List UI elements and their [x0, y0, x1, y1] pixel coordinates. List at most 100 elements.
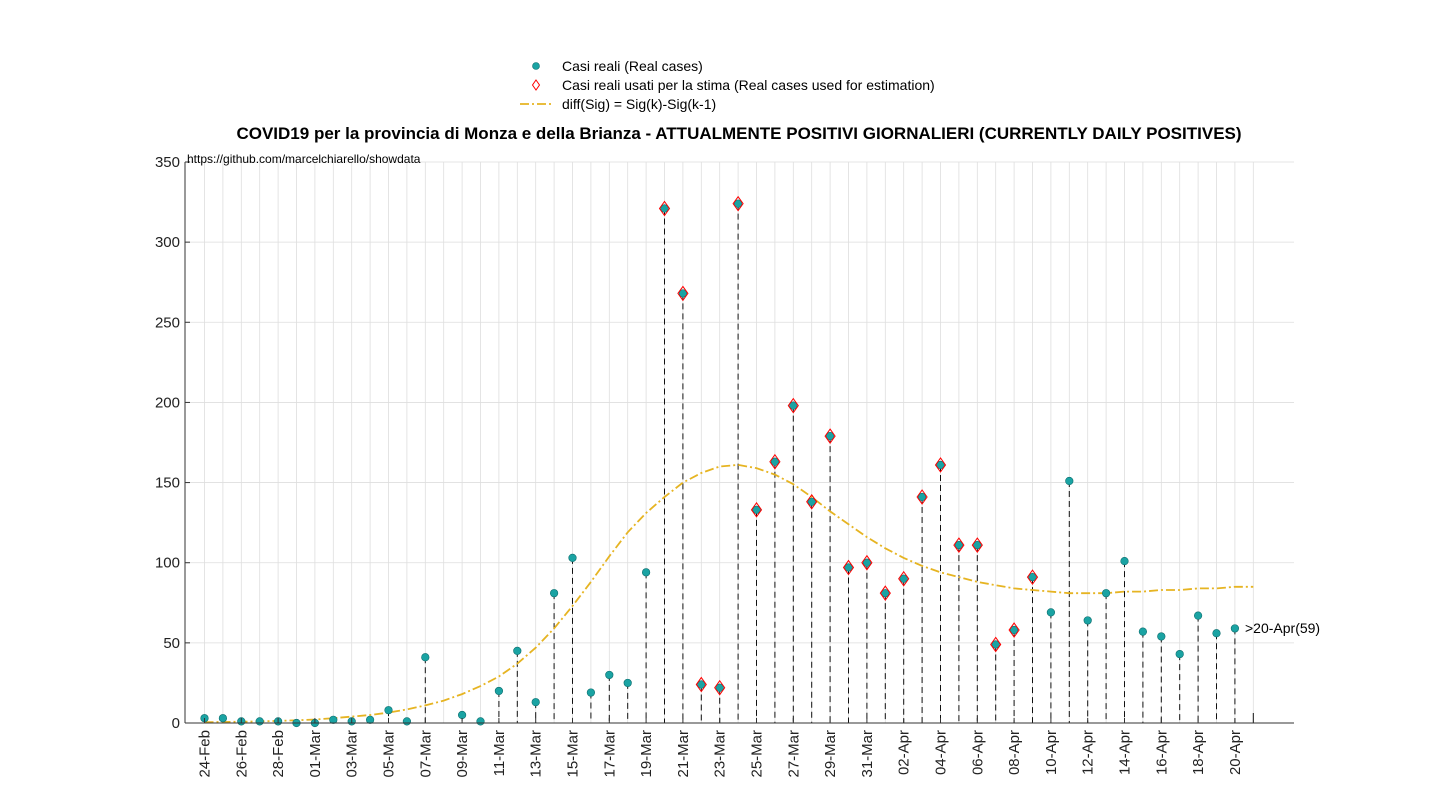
estimation-diamonds [658, 195, 1039, 696]
x-tick-label: 16-Apr [1153, 730, 1170, 775]
data-point [1101, 589, 1111, 598]
grid-lines [185, 161, 1294, 724]
data-point [1120, 557, 1129, 566]
data-point [1065, 476, 1074, 486]
x-tick-label: 24-Feb [197, 730, 214, 778]
y-tick-label: 300 [155, 234, 180, 251]
estimation-diamond [732, 195, 744, 212]
x-tick-label: 11-Mar [491, 730, 508, 776]
y-tick-label: 0 [172, 715, 180, 732]
x-tick-label: 03-Mar [344, 730, 361, 778]
data-point [678, 289, 688, 298]
x-tick-label: 12-Apr [1080, 730, 1097, 775]
estimation-diamond [1008, 622, 1020, 638]
data-point [881, 589, 890, 598]
estimation-diamond [861, 554, 873, 571]
estimation-diamond [677, 285, 689, 302]
data-point [954, 540, 964, 550]
chart-title: COVID19 per la provincia di Monza e dell… [236, 124, 1242, 143]
data-point [899, 574, 908, 583]
legend-entry-real-cases: Casi reali (Real cases) [518, 56, 935, 75]
x-tick-label: 18-Apr [1190, 730, 1207, 775]
estimation-diamond [898, 570, 910, 587]
data-point [936, 460, 945, 470]
x-tick-label: 31-Mar [859, 730, 876, 778]
estimation-diamond [806, 493, 818, 510]
data-point [1009, 625, 1019, 635]
data-point [623, 678, 632, 688]
x-tick-label: 10-Apr [1043, 730, 1060, 775]
estimation-diamond [750, 501, 763, 518]
data-point [402, 717, 412, 726]
data-point [715, 683, 724, 692]
data-point [255, 717, 264, 726]
estimation-diamond [1026, 569, 1039, 586]
estimation-diamond [695, 676, 707, 693]
data-point [641, 568, 651, 577]
estimation-diamond [934, 457, 947, 473]
estimation-diamond [879, 585, 891, 602]
x-tick-label: 08-Apr [1006, 730, 1023, 775]
data-point [973, 540, 982, 550]
data-point [1028, 573, 1037, 582]
data-point [1083, 616, 1092, 625]
data-point [752, 505, 761, 514]
end-annotation: >20-Apr(59) [1245, 620, 1321, 636]
data-point [844, 563, 853, 572]
data-point [605, 670, 614, 680]
x-tick-label: 17-Mar [601, 730, 618, 778]
legend-entry-estimation: Casi reali usati per la stima (Real case… [518, 75, 935, 94]
x-tick-label: 25-Mar [749, 730, 766, 778]
data-point [789, 401, 798, 410]
estimation-diamond [953, 537, 965, 553]
data-point [531, 698, 540, 707]
data-point [1230, 624, 1239, 633]
estimation-diamond [769, 453, 781, 470]
x-tick-label: 21-Mar [675, 730, 692, 778]
data-point [991, 640, 1000, 649]
legend-label-fit: diff(Sig) = Sig(k)-Sig(k-1) [562, 95, 717, 112]
legend-label-real-cases: Casi reali (Real cases) [562, 57, 703, 74]
data-point [917, 492, 927, 502]
legend-entry-fit: diff(Sig) = Sig(k)-Sig(k-1) [518, 94, 935, 113]
estimation-diamond [658, 200, 671, 217]
y-tick-label: 50 [163, 635, 180, 652]
x-tick-label: 13-Mar [528, 730, 545, 778]
data-point [1046, 608, 1055, 617]
x-tick-label: 29-Mar [822, 730, 839, 778]
estimation-diamond [787, 397, 799, 414]
data-point [862, 558, 872, 567]
data-point [494, 686, 504, 696]
data-point [1193, 611, 1203, 620]
data-point [218, 714, 227, 723]
x-tick-label: 23-Mar [712, 730, 729, 778]
data-point [825, 431, 835, 441]
x-tick-label: 28-Feb [270, 730, 287, 778]
x-tick-label: 02-Apr [896, 730, 913, 775]
x-tick-label: 27-Mar [785, 730, 802, 778]
legend-diamond-icon [518, 78, 554, 92]
estimation-diamond [971, 537, 983, 553]
estimation-diamond [824, 428, 836, 444]
x-tick-label: 06-Apr [969, 730, 986, 775]
legend-dot-icon [518, 59, 554, 73]
x-tick-label: 14-Apr [1117, 730, 1134, 775]
y-tick-label: 100 [155, 555, 180, 572]
source-url: https://github.com/marcelchiarello/showd… [187, 152, 421, 166]
data-point [549, 589, 559, 598]
data-point [733, 199, 743, 208]
axes [184, 161, 1294, 724]
data-point [476, 717, 485, 726]
data-point [384, 706, 393, 715]
data-point [458, 710, 467, 720]
x-tick-label: 20-Apr [1227, 730, 1244, 775]
data-point [568, 553, 577, 563]
x-tick-label: 15-Mar [565, 730, 582, 778]
estimation-diamond [990, 636, 1002, 653]
data-point [329, 715, 338, 724]
data-point [1175, 649, 1184, 659]
data-point [1138, 627, 1147, 636]
data-point [660, 204, 669, 213]
x-tick-label: 01-Mar [307, 730, 324, 778]
